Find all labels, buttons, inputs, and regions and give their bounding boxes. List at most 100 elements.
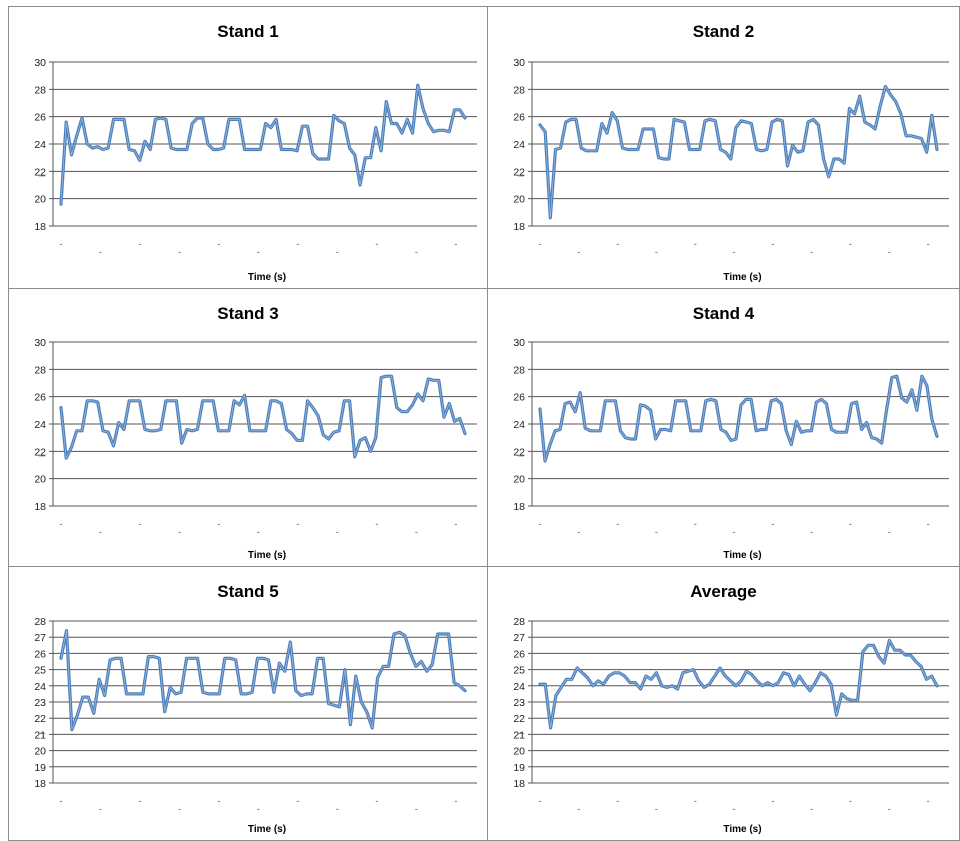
x-tick-label: - [336,804,339,814]
y-tick-label: 28 [34,84,46,96]
y-tick-label: 19 [513,762,525,774]
chart-title: Average [690,582,756,601]
x-tick-label: - [415,527,418,537]
x-tick-label: - [99,247,102,257]
y-tick-label: 30 [513,57,525,69]
chart-panel-stand-1: Stand 1 18 20 22 24 26 28 30 - - - - - - - - - - - Time (s) [8,6,488,289]
series-line-highlight [539,375,938,461]
chart-title: Stand 2 [693,22,754,41]
x-tick-label: - [539,239,542,249]
chart-panel-stand-2: Stand 2 18 20 22 24 26 28 30 - - - - - - - - - - - Time (s) [487,6,960,289]
y-tick-label: 28 [34,616,46,628]
x-tick-label: - [616,519,619,529]
x-tick-label: - [616,239,619,249]
x-tick-label: - [927,239,930,249]
x-tick-label: - [454,239,457,249]
x-tick-label: - [375,796,378,806]
x-tick-label: - [733,804,736,814]
y-tick-label: 25 [34,665,46,677]
y-tick-label: 18 [513,501,525,513]
x-tick-label: - [99,804,102,814]
y-tick-label: 24 [34,419,46,431]
y-tick-label: 18 [513,778,525,790]
x-tick-label: - [415,804,418,814]
y-tick-label: 19 [34,762,46,774]
x-axis-label: Time (s) [248,272,286,283]
x-tick-label: - [138,796,141,806]
y-tick-label: 20 [513,194,525,206]
x-tick-label: - [60,239,63,249]
x-tick-label: - [375,519,378,529]
series-line-highlight [60,630,466,730]
y-tick-label: 26 [513,392,525,404]
y-tick-label: 27 [513,632,525,644]
x-tick-label: - [616,796,619,806]
y-tick-label: 24 [34,681,46,693]
y-tick-label: 22 [513,166,525,178]
y-tick-label: 24 [513,681,525,693]
x-tick-label: - [138,239,141,249]
chart-panel-average: Average 18 19 20 21 22 23 24 25 26 27 28 - - - - - - - - - - -… [487,566,960,841]
chart-title: Stand 4 [693,304,755,323]
x-tick-label: - [655,247,658,257]
y-tick-label: 20 [34,746,46,758]
y-tick-label: 24 [34,139,46,151]
chart-title: Stand 5 [217,582,278,601]
x-tick-label: - [577,247,580,257]
x-tick-label: - [257,527,260,537]
x-tick-label: - [733,527,736,537]
y-tick-label: 26 [34,112,46,124]
y-tick-label: 22 [513,713,525,725]
series-line [59,83,467,206]
y-tick-label: 28 [513,84,525,96]
x-tick-label: - [217,239,220,249]
x-tick-label: - [336,247,339,257]
x-tick-label: - [178,247,181,257]
x-tick-label: - [694,796,697,806]
x-tick-label: - [577,527,580,537]
x-tick-label: - [138,519,141,529]
y-tick-label: 27 [34,632,46,644]
y-tick-label: 28 [513,616,525,628]
x-tick-label: - [771,796,774,806]
y-tick-label: 26 [34,648,46,660]
y-tick-label: 22 [513,446,525,458]
x-tick-label: - [655,527,658,537]
series-line [59,374,467,460]
x-tick-label: - [217,519,220,529]
y-tick-label: 24 [513,139,525,151]
line-chart: Stand 4 18 20 22 24 26 28 30 - - - - - - - - - - - Time (s) [513,304,949,561]
y-tick-label: 20 [513,474,525,486]
line-chart: Stand 1 18 20 22 24 26 28 30 - - - - - - - - - - - Time (s) [34,22,477,283]
x-tick-label: - [733,247,736,257]
y-tick-label: 30 [513,337,525,349]
y-tick-label: 22 [34,446,46,458]
y-tick-label: 21 [513,729,525,741]
series-line-highlight [60,85,466,205]
x-tick-label: - [539,519,542,529]
x-tick-label: - [375,239,378,249]
x-tick-label: - [810,527,813,537]
y-tick-label: 30 [34,57,46,69]
y-tick-label: 22 [34,713,46,725]
y-tick-label: 30 [34,337,46,349]
y-tick-label: 18 [34,221,46,233]
series-line-highlight [60,375,466,460]
y-tick-label: 18 [34,778,46,790]
series-line [538,374,939,463]
chart-panel-stand-4: Stand 4 18 20 22 24 26 28 30 - - - - - - - - - - - Time (s) [487,288,960,567]
y-tick-label: 22 [34,166,46,178]
x-axis-label: Time (s) [723,550,761,561]
y-tick-label: 20 [34,194,46,206]
x-tick-label: - [296,796,299,806]
line-chart: Stand 2 18 20 22 24 26 28 30 - - - - - - - - - - - Time (s) [513,22,949,283]
x-tick-label: - [810,247,813,257]
x-tick-label: - [771,519,774,529]
x-axis-label: Time (s) [248,824,286,835]
y-tick-label: 23 [34,697,46,709]
x-axis-label: Time (s) [723,272,761,283]
x-axis-label: Time (s) [723,824,761,835]
x-tick-label: - [771,239,774,249]
x-tick-label: - [888,804,891,814]
y-tick-label: 24 [513,419,525,431]
